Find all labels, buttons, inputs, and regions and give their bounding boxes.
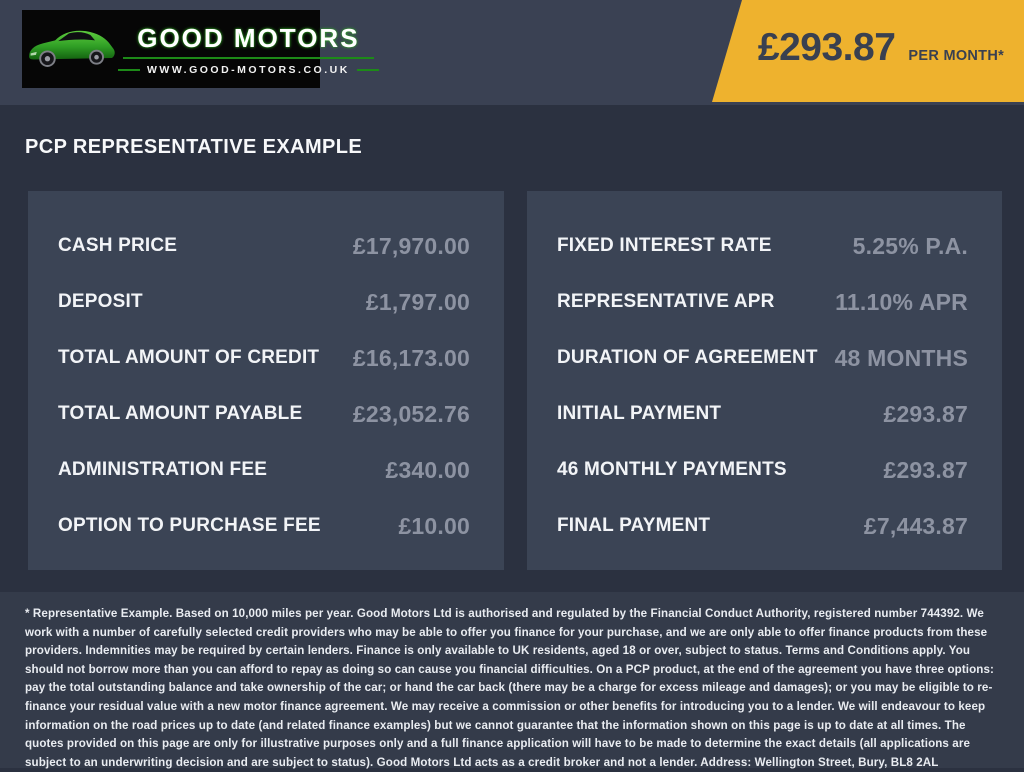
row-initial-payment: INITIAL PAYMENT £293.87 bbox=[557, 386, 968, 442]
row-value: £7,443.87 bbox=[863, 512, 968, 539]
row-label: DURATION OF AGREEMENT bbox=[557, 347, 818, 368]
finance-panel-right: FIXED INTEREST RATE 5.25% P.A. REPRESENT… bbox=[527, 191, 1002, 570]
footer-band: * Representative Example. Based on 10,00… bbox=[0, 592, 1024, 769]
logo-url-line-right bbox=[356, 68, 379, 71]
row-value: £16,173.00 bbox=[352, 344, 470, 371]
row-cash-price: CASH PRICE £17,970.00 bbox=[58, 218, 470, 274]
monthly-price-period: PER MONTH* bbox=[908, 48, 1005, 64]
row-label: TOTAL AMOUNT OF CREDIT bbox=[58, 347, 320, 368]
row-label: REPRESENTATIVE APR bbox=[557, 291, 775, 312]
row-value: £17,970.00 bbox=[352, 232, 470, 259]
row-total-payable: TOTAL AMOUNT PAYABLE £23,052.76 bbox=[58, 386, 470, 442]
row-deposit: DEPOSIT £1,797.00 bbox=[58, 274, 470, 330]
row-duration: DURATION OF AGREEMENT 48 MONTHS bbox=[557, 330, 968, 386]
logo-name: GOOD MOTORS bbox=[137, 22, 360, 53]
monthly-price-amount: £293.87 bbox=[757, 26, 896, 69]
row-label: ADMINISTRATION FEE bbox=[58, 459, 268, 480]
logo-url[interactable]: WWW.GOOD-MOTORS.CO.UK bbox=[147, 63, 350, 76]
green-car-icon bbox=[29, 30, 115, 67]
row-value: £293.87 bbox=[883, 456, 968, 483]
row-value: £23,052.76 bbox=[352, 400, 470, 427]
monthly-price-badge: £293.87 PER MONTH* bbox=[712, 0, 1024, 102]
row-label: INITIAL PAYMENT bbox=[557, 403, 722, 424]
row-label: TOTAL AMOUNT PAYABLE bbox=[58, 403, 303, 424]
row-value: 5.25% P.A. bbox=[852, 232, 968, 259]
page-title: PCP REPRESENTATIVE EXAMPLE bbox=[25, 136, 363, 158]
finance-panel-left: CASH PRICE £17,970.00 DEPOSIT £1,797.00 … bbox=[28, 191, 504, 570]
row-label: OPTION TO PURCHASE FEE bbox=[58, 515, 321, 536]
row-label: CASH PRICE bbox=[58, 235, 178, 256]
row-value: £293.87 bbox=[883, 400, 968, 427]
row-label: DEPOSIT bbox=[58, 291, 143, 312]
header-bar: GOOD MOTORS WWW.GOOD-MOTORS.CO.UK £293.8… bbox=[0, 0, 1024, 105]
row-option-to-purchase-fee: OPTION TO PURCHASE FEE £10.00 bbox=[58, 498, 470, 554]
row-value: 48 MONTHS bbox=[834, 344, 968, 371]
row-fixed-interest-rate: FIXED INTEREST RATE 5.25% P.A. bbox=[557, 218, 968, 274]
row-label: FINAL PAYMENT bbox=[557, 515, 711, 536]
row-label: FIXED INTEREST RATE bbox=[557, 235, 772, 256]
row-admin-fee: ADMINISTRATION FEE £340.00 bbox=[58, 442, 470, 498]
row-value: £1,797.00 bbox=[365, 288, 470, 315]
dealer-logo[interactable]: GOOD MOTORS WWW.GOOD-MOTORS.CO.UK bbox=[22, 10, 379, 88]
logo-divider bbox=[123, 56, 374, 59]
row-final-payment: FINAL PAYMENT £7,443.87 bbox=[557, 498, 968, 554]
row-total-credit: TOTAL AMOUNT OF CREDIT £16,173.00 bbox=[58, 330, 470, 386]
row-monthly-payments: 46 MONTHLY PAYMENTS £293.87 bbox=[557, 442, 968, 498]
row-label: 46 MONTHLY PAYMENTS bbox=[557, 459, 787, 480]
row-representative-apr: REPRESENTATIVE APR 11.10% APR bbox=[557, 274, 968, 330]
disclaimer-text: * Representative Example. Based on 10,00… bbox=[25, 607, 994, 769]
row-value: 11.10% APR bbox=[835, 288, 968, 315]
logo-url-line-left bbox=[118, 68, 140, 71]
row-value: £340.00 bbox=[385, 456, 470, 483]
row-value: £10.00 bbox=[398, 512, 470, 539]
